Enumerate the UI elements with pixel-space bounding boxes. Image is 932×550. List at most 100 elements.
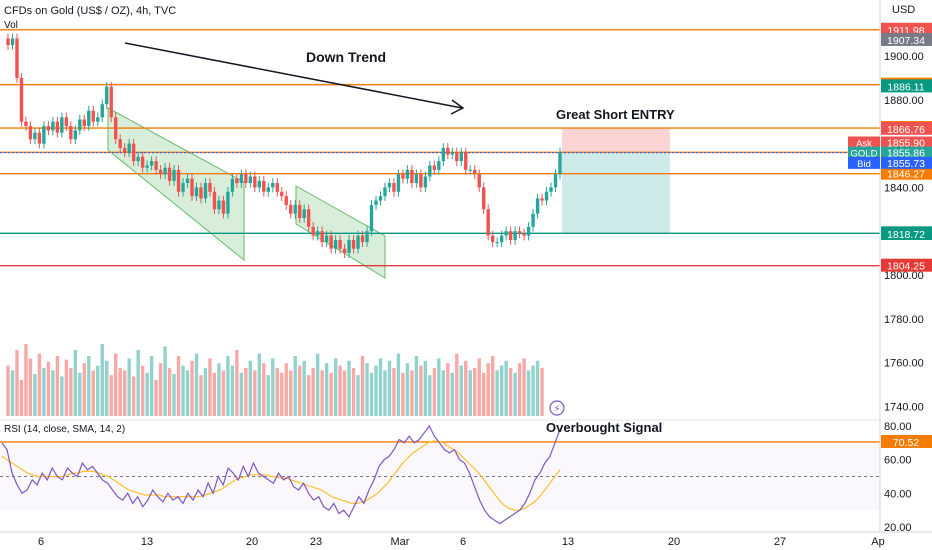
rsi-tick-label: 80.00	[884, 421, 912, 433]
volume-bar	[293, 356, 297, 416]
level-price-badge	[881, 22, 932, 36]
volume-bar	[446, 363, 450, 416]
level-price-badge	[881, 166, 932, 180]
volume-bar	[262, 363, 266, 416]
time-axis: 6 13 20 23 Mar 6 13 20 27 Ap	[38, 536, 885, 548]
volume-bar	[42, 368, 46, 416]
ask-tag-label: Ask	[856, 139, 872, 150]
candle-body	[302, 209, 306, 219]
volume-bar	[185, 370, 190, 416]
candle-body	[558, 152, 562, 175]
candle-body	[517, 231, 522, 234]
price-tick-label: 1900.00	[884, 51, 924, 63]
candle-body	[378, 196, 383, 201]
candle-body	[320, 231, 324, 243]
volume-bar	[19, 380, 24, 416]
candle-body	[490, 235, 495, 243]
time-tick-label: Ap	[871, 536, 884, 548]
volume-bar	[226, 356, 230, 416]
candle-body	[392, 183, 396, 192]
candle-body	[535, 198, 540, 214]
volume-bar	[315, 353, 320, 416]
price-badge-text: 1866.76	[887, 124, 925, 136]
volume-bar	[329, 372, 333, 416]
volume-bar	[298, 365, 302, 416]
volume-bar	[127, 358, 131, 416]
price-axis: 1900.001880.001860.001840.001820.001800.…	[0, 0, 932, 533]
volume-bar	[410, 370, 414, 416]
annotation-boxes	[107, 107, 670, 279]
candle-body	[293, 204, 297, 214]
volume-bar	[387, 360, 392, 416]
candle-body	[280, 191, 284, 197]
candle-body	[369, 204, 374, 232]
candle-body	[459, 152, 463, 162]
candle-body	[253, 176, 257, 188]
candle-body	[55, 121, 60, 133]
price-tick-label: 1840.00	[884, 182, 924, 194]
candle-body	[522, 233, 526, 236]
time-tick-label: 27	[774, 536, 786, 548]
candle-body	[499, 235, 504, 243]
rsi-label: RSI (14, close, SMA, 14, 2)	[4, 424, 126, 435]
volume-bar	[320, 370, 324, 416]
channel-one	[107, 107, 245, 262]
time-tick-label: 6	[460, 536, 466, 548]
candle-body	[190, 178, 194, 197]
volume-bar	[158, 363, 163, 416]
volume-bar	[275, 368, 279, 416]
volume-bar	[311, 368, 315, 416]
candle-body	[482, 187, 486, 210]
candle-body	[91, 110, 95, 122]
volume-bar	[199, 375, 203, 416]
volume-bar	[432, 368, 437, 416]
candle-body	[365, 231, 369, 243]
price-badge	[881, 121, 932, 135]
volume-bar	[338, 365, 342, 416]
reward-zone	[562, 152, 670, 234]
price-tick-label: 1780.00	[884, 314, 924, 326]
volume-bar	[486, 363, 490, 416]
rsi-panel: 80.00 60.00 40.00 20.00 70.52	[0, 421, 932, 534]
candle-body	[194, 187, 199, 197]
volume-bar	[378, 358, 383, 416]
candle-body	[549, 187, 553, 192]
rsi-tick-label: 40.00	[884, 488, 912, 500]
volume-bar	[87, 356, 91, 416]
chart-title: CFDs on Gold (US$ / OZ), 4h, TVC	[4, 5, 177, 17]
horizontal-levels	[0, 29, 880, 267]
candle-body	[212, 191, 217, 210]
candle-body	[60, 117, 64, 133]
candle-body	[176, 169, 181, 192]
volume-bar	[271, 358, 275, 416]
trend-arrow-head	[450, 99, 465, 115]
volume-bar	[351, 368, 356, 416]
volume-bar	[414, 356, 419, 416]
candle-body	[172, 169, 176, 181]
candle-body	[401, 174, 405, 179]
ask-price-badge	[881, 136, 932, 149]
volume-bar	[55, 356, 60, 416]
last-price-badge	[881, 146, 932, 159]
lightning-icon	[549, 400, 565, 416]
volume-bar	[504, 360, 508, 416]
candle-body	[315, 231, 320, 236]
risk-zone	[562, 128, 670, 153]
volume-bar	[239, 372, 244, 416]
candle-body	[441, 147, 446, 162]
volume-bar	[6, 365, 10, 416]
candle-body	[271, 183, 275, 188]
volume-bar	[82, 363, 86, 416]
candle-body	[289, 204, 293, 214]
volume-bar	[396, 353, 401, 416]
volume-bar	[522, 358, 526, 416]
candle-body	[311, 226, 315, 236]
rsi-tick-label: 20.00	[884, 522, 912, 534]
candle-body	[100, 104, 104, 118]
volume-bar	[482, 372, 486, 416]
volume-bar	[122, 370, 127, 416]
candle-body	[419, 174, 423, 188]
short-entry-annotation: Great Short ENTRY	[556, 107, 675, 122]
volume-bar	[154, 380, 158, 416]
bid-price-badge	[881, 156, 932, 169]
